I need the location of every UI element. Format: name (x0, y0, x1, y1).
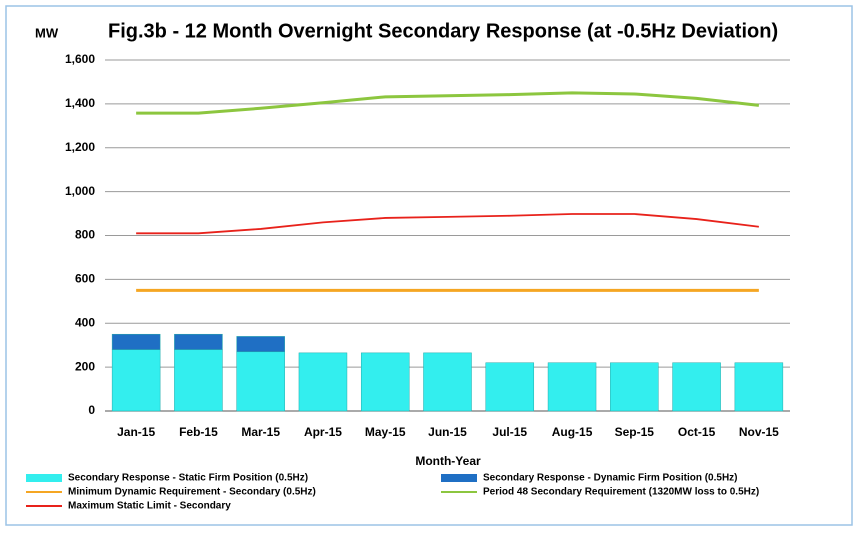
bar-segment (111, 349, 161, 412)
x-tick-label: Sep-15 (615, 425, 655, 439)
legend-swatch (441, 474, 477, 482)
series-line (136, 91, 760, 115)
y-axis-label: MW (35, 25, 59, 40)
x-tick-label: Aug-15 (552, 425, 593, 439)
bar-segment (485, 362, 535, 412)
chart-frame (5, 5, 853, 526)
y-tick-label: 200 (75, 359, 95, 373)
bar-segment (360, 352, 410, 412)
legend-label: Minimum Dynamic Requirement - Secondary … (68, 487, 316, 498)
y-tick-label: 600 (75, 272, 95, 286)
bar-segment (734, 362, 784, 412)
x-tick-label: Jul-15 (492, 425, 527, 439)
x-axis-label: Month-Year (415, 454, 481, 468)
y-tick-label: 400 (75, 315, 95, 329)
y-tick-label: 800 (75, 228, 95, 242)
bar-segment (236, 336, 285, 353)
x-tick-label: Apr-15 (304, 425, 342, 439)
y-tick-label: 1,600 (65, 52, 95, 66)
x-tick-label: Jun-15 (428, 425, 467, 439)
bar-segment (610, 362, 659, 412)
series-line (136, 213, 759, 235)
bar-segment (672, 362, 721, 412)
bar-segment (236, 351, 285, 412)
x-tick-label: May-15 (365, 425, 406, 439)
bar-segment (298, 352, 348, 412)
x-tick-label: Feb-15 (179, 425, 218, 439)
legend-swatch (26, 474, 62, 482)
bar-segment (423, 352, 472, 412)
y-tick-label: 0 (88, 403, 95, 417)
y-tick-label: 1,400 (65, 96, 95, 110)
legend-label: Secondary Response - Static Firm Positio… (68, 473, 308, 484)
bar-segment (174, 333, 223, 350)
y-tick-label: 1,000 (65, 184, 95, 198)
legend-label: Period 48 Secondary Requirement (1320MW … (483, 487, 759, 498)
legend-label: Secondary Response - Dynamic Firm Positi… (483, 473, 738, 484)
bar-segment (111, 333, 161, 350)
x-tick-label: Mar-15 (241, 425, 280, 439)
bar-segment (174, 349, 223, 412)
y-tick-label: 1,200 (65, 140, 95, 154)
legend-label: Maximum Static Limit - Secondary (68, 501, 231, 512)
chart-title: Fig.3b - 12 Month Overnight Secondary Re… (108, 20, 778, 42)
bar-segment (547, 362, 597, 412)
x-tick-label: Oct-15 (678, 425, 716, 439)
x-tick-label: Jan-15 (117, 425, 155, 439)
x-tick-label: Nov-15 (739, 425, 779, 439)
